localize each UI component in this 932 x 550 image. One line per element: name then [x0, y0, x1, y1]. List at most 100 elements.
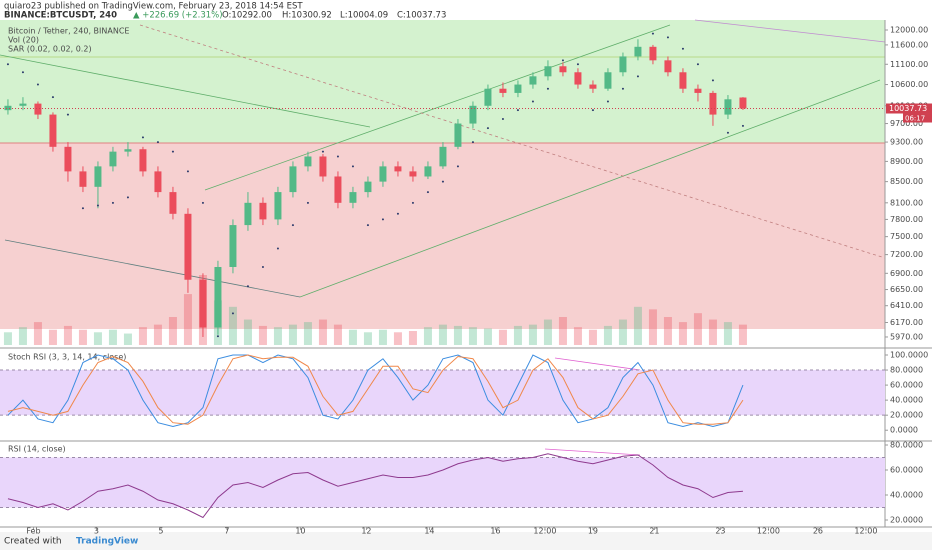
candle-body: [199, 279, 207, 328]
symbol: BINANCE:BTCUSDT, 240: [4, 11, 117, 21]
sar-dot: [36, 83, 39, 86]
close: C:10037.73: [397, 11, 446, 21]
candle-body: [679, 72, 687, 89]
indicator-line: [7, 354, 744, 425]
sar-dot: [21, 71, 24, 74]
band: [0, 370, 885, 416]
y-tick-label: 6650.00: [890, 285, 923, 294]
trendline: [694, 19, 886, 43]
volume-bar: [63, 325, 72, 345]
sar-dot: [111, 201, 114, 204]
candle-body: [289, 166, 297, 193]
y-tick-label: 0.0000: [890, 426, 918, 435]
sar-dot: [216, 335, 219, 338]
sar-dot: [186, 170, 189, 173]
volume-bar: [708, 319, 717, 345]
y-tick-label: 5970.00: [890, 332, 923, 341]
sar-dot: [261, 265, 264, 268]
y-tick-label: 7500.00: [890, 232, 923, 241]
divergence-line: [554, 357, 641, 371]
candle-body: [334, 176, 342, 203]
sar-dot: [576, 63, 579, 66]
volume-bar: [738, 324, 747, 345]
sar-dot: [336, 155, 339, 158]
candle-body: [529, 76, 537, 85]
candle-body: [514, 84, 522, 93]
y-tick-label: 60.0000: [890, 381, 923, 390]
y-tick-label: 8500.00: [890, 177, 923, 186]
sar-dot: [591, 109, 594, 112]
sar-dot: [246, 285, 249, 288]
volume-bar: [543, 319, 552, 345]
band: [0, 457, 885, 508]
y-tick-label: 9700.00: [890, 119, 923, 128]
candle-body: [4, 105, 12, 111]
volume-bar: [693, 313, 702, 345]
sar-dot: [396, 212, 399, 215]
legend: Stoch RSI (3, 3, 14, 14, close): [8, 353, 126, 362]
sar-dot: [486, 127, 489, 130]
y-tick-label: 6410.00: [890, 301, 923, 310]
volume-bar: [453, 325, 462, 345]
red-zone: [0, 143, 885, 329]
candle-body: [709, 92, 717, 115]
candle-body: [619, 56, 627, 73]
y-tick-label: 11600.00: [890, 40, 928, 49]
candle-body: [724, 99, 732, 115]
sar-dot: [291, 224, 294, 227]
y-tick-label: 6900.00: [890, 269, 923, 278]
volume-bar: [48, 329, 57, 345]
sar-dot: [126, 196, 129, 199]
candle-body: [244, 202, 252, 226]
volume-bar: [633, 306, 642, 345]
y-tick-label: 9300.00: [890, 138, 923, 147]
candle-body: [349, 192, 357, 203]
candle-body: [574, 72, 582, 85]
volume-bar: [513, 325, 522, 345]
candle-body: [544, 66, 552, 77]
x-tick-label: 12:00: [854, 527, 877, 536]
high: H:10300.92: [282, 11, 332, 21]
volume-bar: [93, 332, 102, 345]
volume-bar: [183, 294, 192, 345]
volume-bar: [33, 322, 42, 345]
y-tick-label: 40.0000: [890, 491, 923, 500]
volume-bar: [723, 322, 732, 345]
candle-body: [19, 103, 27, 106]
candle-body: [274, 192, 282, 220]
candle-body: [379, 166, 387, 182]
candle-body: [109, 151, 117, 167]
volume-bar: [243, 319, 252, 345]
publisher: quiaro23 published on TradingView.com, F…: [4, 2, 303, 12]
price-tag: [886, 103, 932, 114]
volume-bar: [303, 322, 312, 345]
volume-bar: [3, 332, 12, 345]
sar-dot: [561, 59, 564, 62]
volume-bar: [558, 317, 567, 345]
y-tick-label: 7200.00: [890, 250, 923, 259]
y-tick-label: 40.0000: [890, 396, 923, 405]
footer-brand[interactable]: TradingView: [76, 537, 138, 547]
y-tick-label: 80.0000: [890, 366, 923, 375]
legend: SAR (0.02, 0.02, 0.2): [8, 45, 92, 54]
sar-dot: [426, 191, 429, 194]
volume-bar: [573, 327, 582, 345]
y-tick-label: 20.0000: [890, 516, 923, 525]
volume-bar: [288, 324, 297, 345]
sar-dot: [306, 201, 309, 204]
y-tick-label: 80.0000: [890, 441, 923, 450]
volume-bar: [78, 329, 87, 345]
sar-dot: [651, 32, 654, 35]
sar-dot: [141, 136, 144, 139]
sar-dot: [321, 150, 324, 153]
countdown-label: 06:17: [905, 115, 925, 123]
candle-body: [34, 103, 42, 115]
y-tick-label: 7800.00: [890, 215, 923, 224]
legend: Bitcoin / Tether, 240, BINANCE: [8, 27, 129, 36]
trendline: [204, 24, 671, 191]
x-tick-label: 21: [649, 527, 659, 536]
sar-dot: [201, 201, 204, 204]
candle-body: [214, 266, 222, 328]
trendline: [139, 24, 886, 259]
candle-body: [364, 181, 372, 193]
